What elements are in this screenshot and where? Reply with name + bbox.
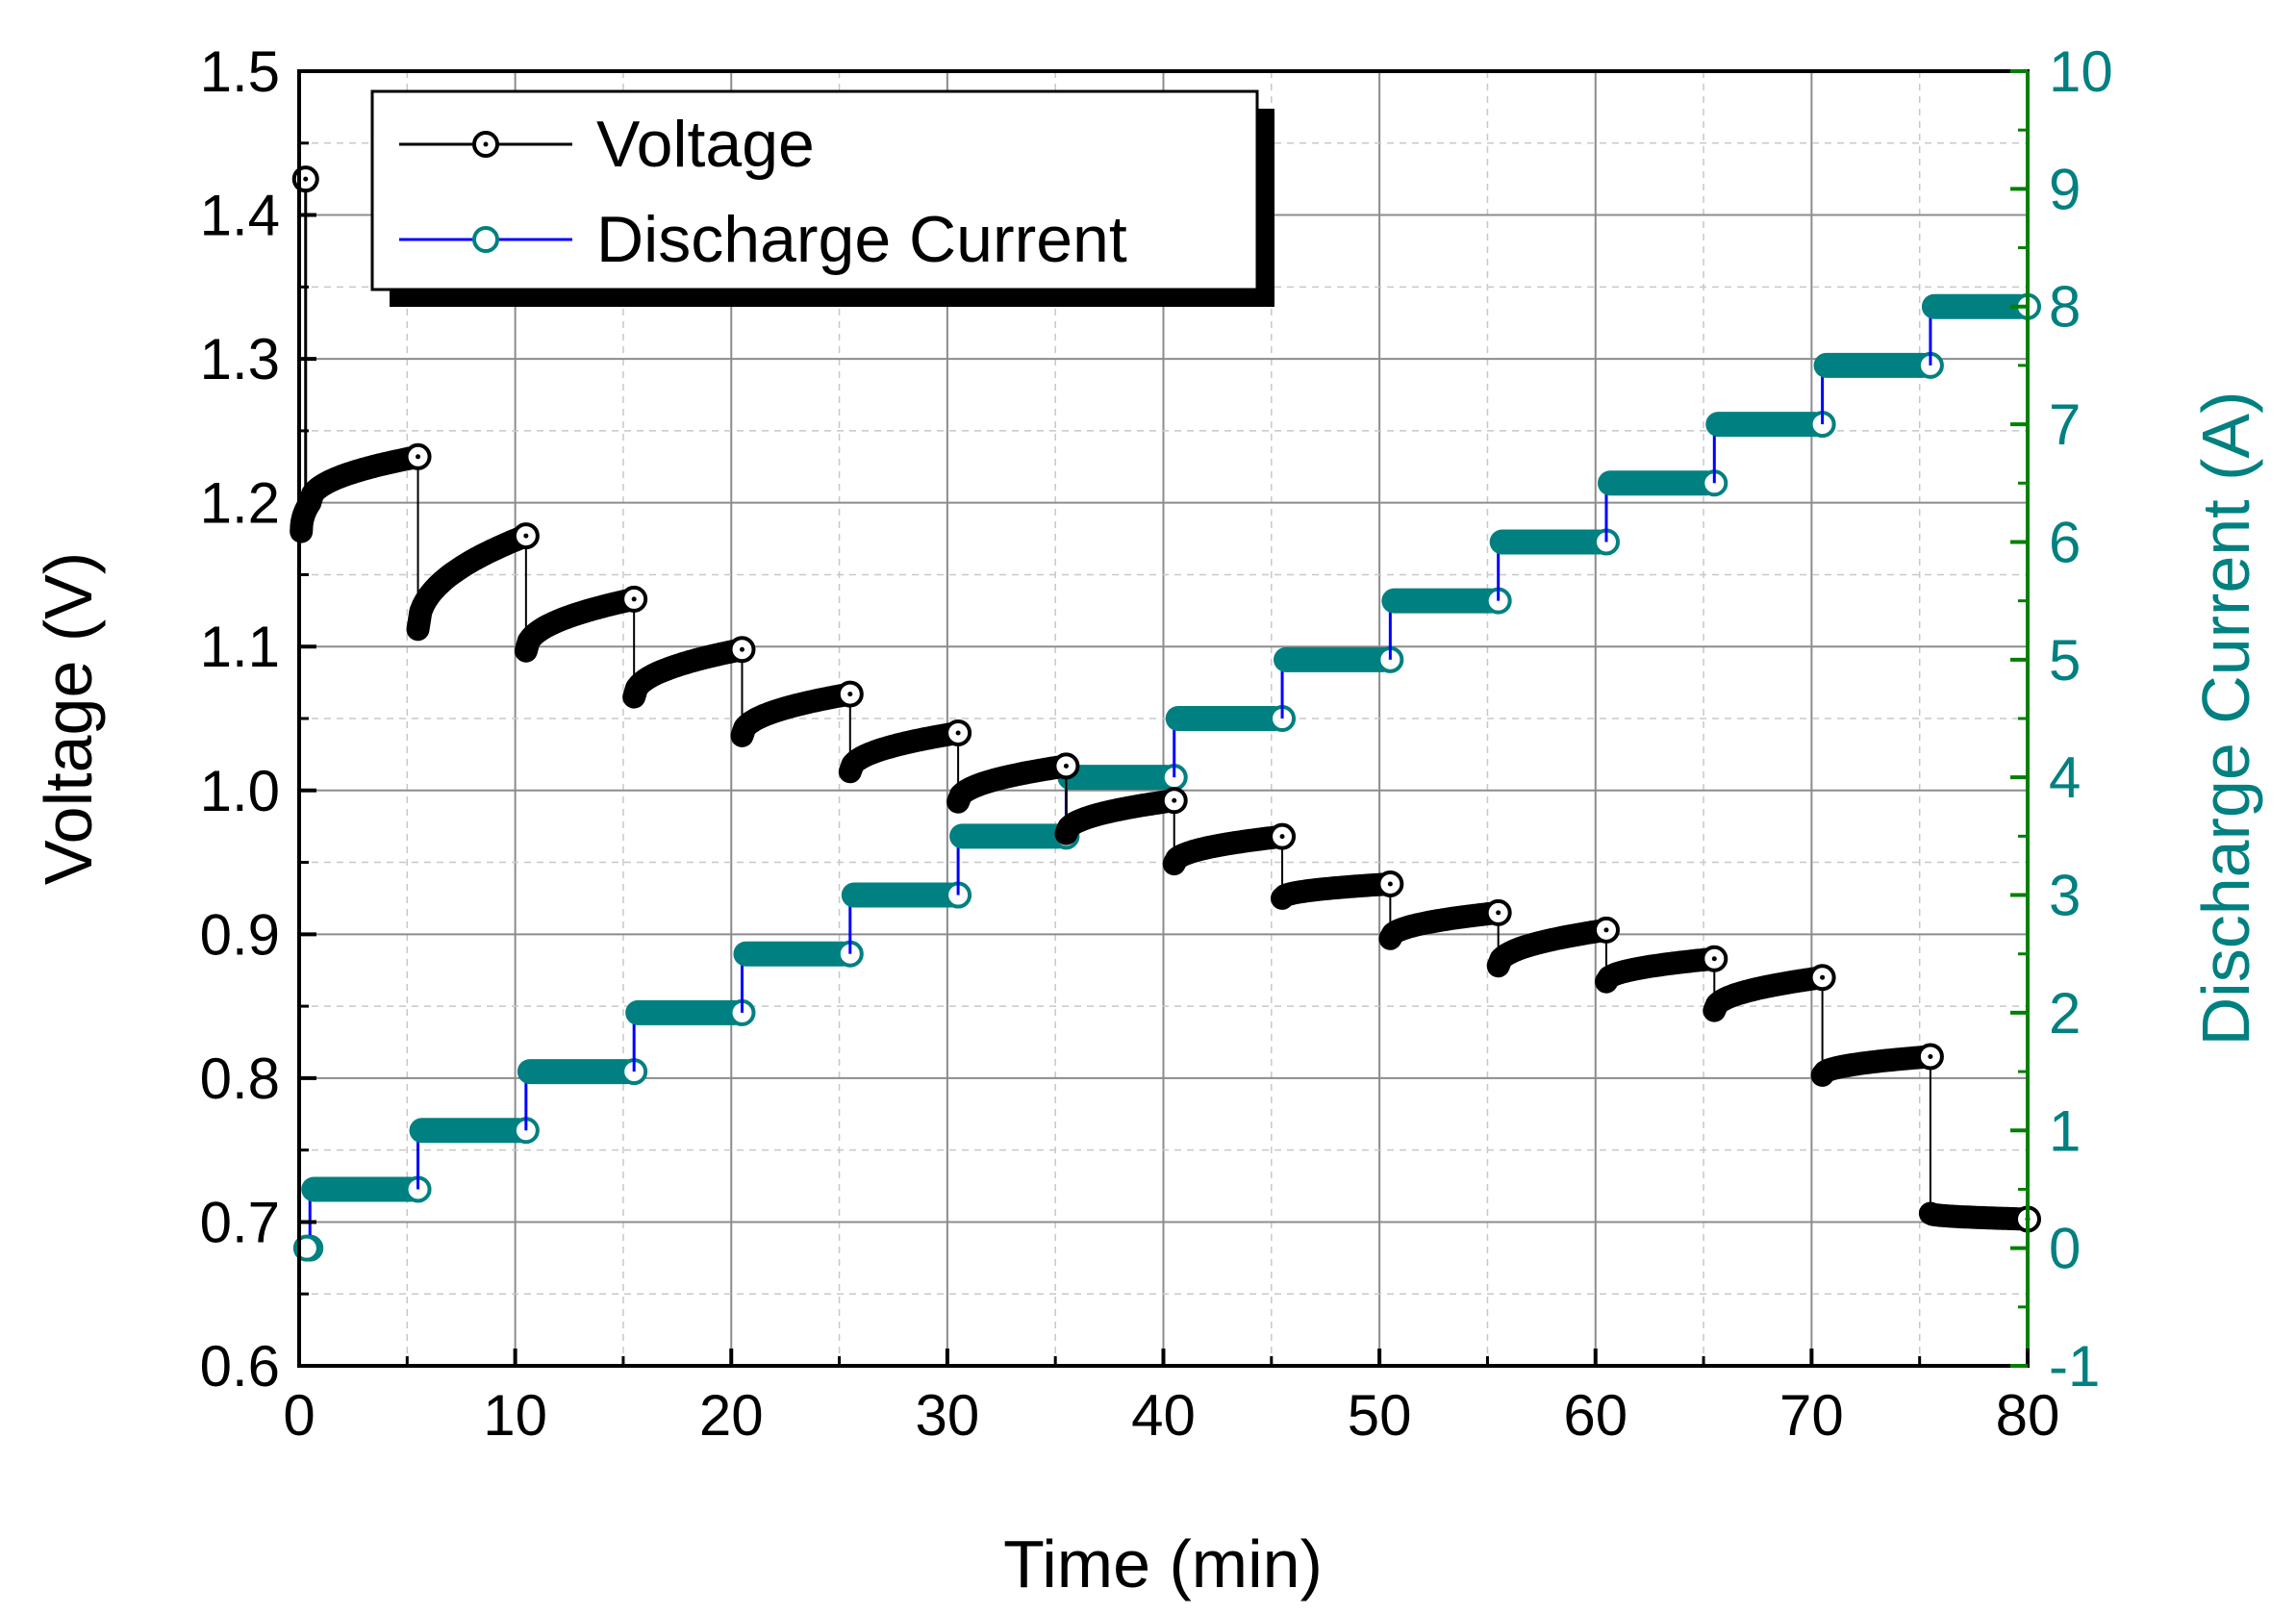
- voltage-segment-band: [1810, 1045, 1942, 1087]
- voltage-point-dot: [1711, 956, 1717, 962]
- y2-tick-label: 6: [2049, 510, 2081, 574]
- discharge-current-series: [292, 292, 2041, 1262]
- y-tick-label: 0.9: [200, 902, 280, 967]
- y-tick-label: 0.7: [200, 1190, 280, 1254]
- voltage-segment-band: [1703, 966, 1834, 1022]
- voltage-segment-band: [946, 754, 1078, 814]
- y2-tick-label: -1: [2049, 1334, 2100, 1399]
- y2-tick-label: 8: [2049, 275, 2081, 340]
- y-tick-label: 1.0: [200, 759, 280, 823]
- x-tick-label: 80: [1996, 1383, 2060, 1448]
- x-tick-label: 70: [1779, 1383, 1844, 1448]
- voltage-segment-band: [1054, 789, 1186, 845]
- legend: Voltage Discharge Current: [370, 89, 1274, 307]
- legend-current-marker: [472, 226, 499, 253]
- x-tick-label: 40: [1131, 1383, 1196, 1448]
- x-tick-label: 30: [916, 1383, 980, 1448]
- y-tick-label: 0.8: [200, 1047, 280, 1111]
- x-tick-label: 60: [1563, 1383, 1627, 1448]
- y-tick-label: 1.3: [200, 327, 280, 391]
- y2-tick-label: 0: [2049, 1217, 2081, 1281]
- voltage-point-dot: [739, 646, 744, 652]
- voltage-point-dot: [631, 596, 637, 602]
- y-tick-label: 0.6: [200, 1334, 280, 1399]
- y2-tick-label: 2: [2049, 981, 2081, 1046]
- y-axis-title: Voltage (V): [31, 552, 106, 885]
- voltage-segment-band: [838, 721, 971, 784]
- voltage-point-dot: [1496, 910, 1501, 916]
- voltage-segment-band: [1271, 872, 1402, 910]
- legend-box: [370, 89, 1259, 291]
- voltage-point-dot: [1387, 881, 1393, 887]
- legend-voltage-marker-dot: [483, 141, 489, 147]
- voltage-segment-band: [622, 638, 754, 709]
- voltage-point-dot: [416, 454, 421, 460]
- x-tick-label: 10: [483, 1383, 547, 1448]
- voltage-point-dot: [1172, 797, 1177, 803]
- voltage-point-dot: [303, 176, 309, 182]
- x-tick-label: 0: [283, 1383, 315, 1448]
- voltage-segment-band: [1595, 946, 1727, 994]
- y-tick-label: 1.1: [200, 615, 280, 679]
- voltage-point-dot: [1820, 974, 1826, 980]
- voltage-segment-band: [406, 524, 538, 642]
- voltage-segment-band: [730, 682, 862, 747]
- y-axis-left: 0.6 0.7 0.8 0.9 1.0 1.1 1.2 1.3 1.4 1.5: [200, 39, 316, 1399]
- x-tick-label: 50: [1348, 1383, 1412, 1448]
- y2-tick-label: 5: [2049, 628, 2081, 693]
- y2-tick-label: 3: [2049, 864, 2081, 928]
- y2-tick-label: 4: [2049, 745, 2081, 810]
- voltage-point-dot: [1063, 763, 1069, 769]
- x-axis: 0 10 20 30 40 50 60 70 80: [283, 1349, 2059, 1448]
- voltage-series: [290, 165, 2041, 1233]
- y2-tick-label: 1: [2049, 1098, 2081, 1163]
- voltage-segment-band: [1486, 918, 1618, 978]
- voltage-segment-band: [1378, 900, 1510, 950]
- legend-voltage-label: Voltage: [596, 108, 815, 181]
- x-tick-label: 20: [699, 1383, 764, 1448]
- voltage-segment-band: [1918, 1201, 2039, 1231]
- voltage-point-dot: [847, 692, 853, 697]
- voltage-point-dot: [523, 533, 529, 539]
- y-tick-label: 1.2: [200, 471, 280, 536]
- voltage-segment-band: [1162, 824, 1294, 876]
- y2-tick-label: 10: [2049, 39, 2113, 104]
- voltage-point-dot: [1928, 1053, 1933, 1059]
- voltage-point-dot: [955, 730, 961, 736]
- voltage-segment-band: [298, 444, 430, 515]
- legend-current-label: Discharge Current: [596, 203, 1127, 276]
- voltage-segment-band: [514, 587, 646, 663]
- y2-tick-label: 7: [2049, 392, 2081, 457]
- y-axis-right: -1 0 1 2 3 4 5 6 7 8 9 10: [2010, 39, 2113, 1399]
- voltage-point-dot: [1279, 834, 1285, 840]
- voltage-point-dot: [1603, 927, 1609, 933]
- y-tick-label: 1.4: [200, 184, 280, 248]
- y2-tick-label: 9: [2049, 157, 2081, 221]
- x-axis-title: Time (min): [1003, 1526, 1323, 1601]
- y-tick-label: 1.5: [200, 39, 280, 104]
- y2-axis-title: Discharge Current (A): [2188, 391, 2263, 1047]
